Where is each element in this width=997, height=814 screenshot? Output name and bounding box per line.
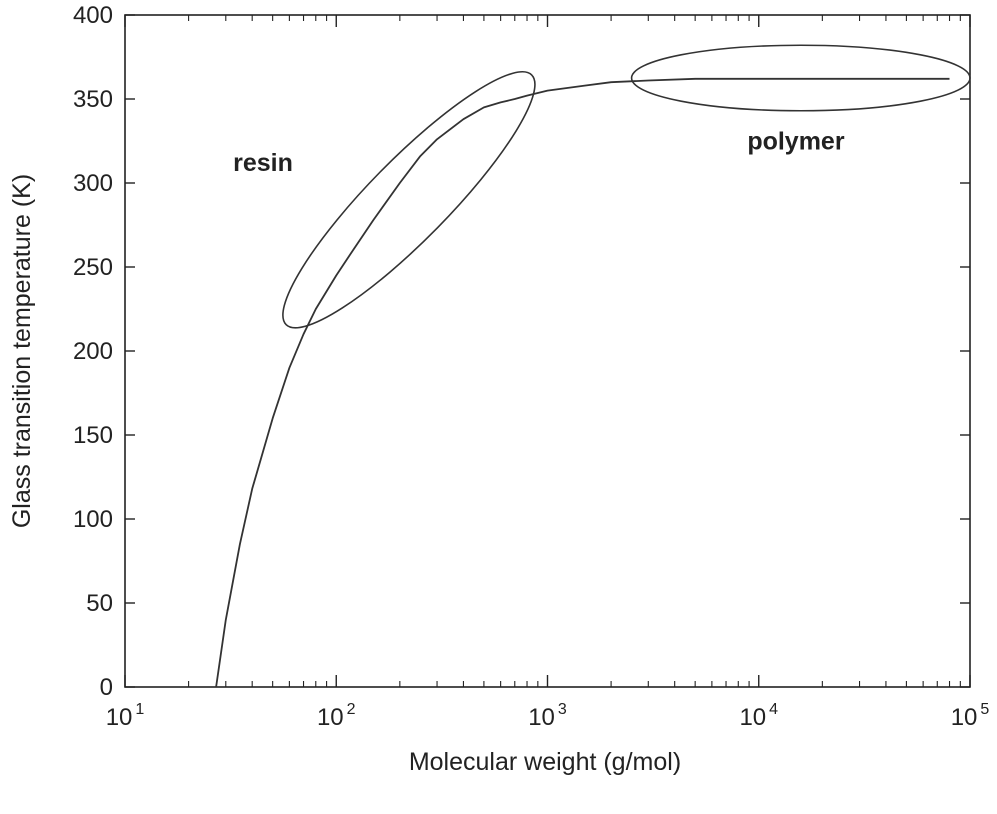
ellipse-layer <box>258 45 970 352</box>
annotation-layer: resin polymer <box>233 127 845 177</box>
y-tick-labels: 0 50 100 150 200 250 300 350 400 <box>73 2 113 701</box>
x-tick-label: 104 <box>739 701 778 731</box>
tick-marks <box>125 15 970 687</box>
y-tick-label: 300 <box>73 170 113 197</box>
y-tick-label: 350 <box>73 86 113 113</box>
x-tick-labels: 101 102 103 104 105 <box>106 701 990 731</box>
resin-ellipse <box>258 47 561 353</box>
x-tick-label: 101 <box>106 701 145 731</box>
y-tick-label: 100 <box>73 506 113 533</box>
y-axis-title: Glass transition temperature (K) <box>8 174 36 528</box>
x-tick-label: 102 <box>317 701 356 731</box>
series-layer <box>216 79 949 687</box>
y-tick-label: 50 <box>86 590 113 617</box>
x-axis-title: Molecular weight (g/mol) <box>409 748 681 776</box>
y-tick-label: 250 <box>73 254 113 281</box>
resin-label: resin <box>233 149 293 177</box>
plot-frame <box>125 15 970 687</box>
polymer-label: polymer <box>747 127 845 155</box>
series-line <box>216 79 949 687</box>
y-tick-label: 150 <box>73 422 113 449</box>
y-tick-label: 0 <box>100 674 113 701</box>
y-tick-label: 400 <box>73 2 113 29</box>
y-tick-label: 200 <box>73 338 113 365</box>
x-tick-label: 105 <box>951 701 990 731</box>
x-tick-label: 103 <box>528 701 567 731</box>
